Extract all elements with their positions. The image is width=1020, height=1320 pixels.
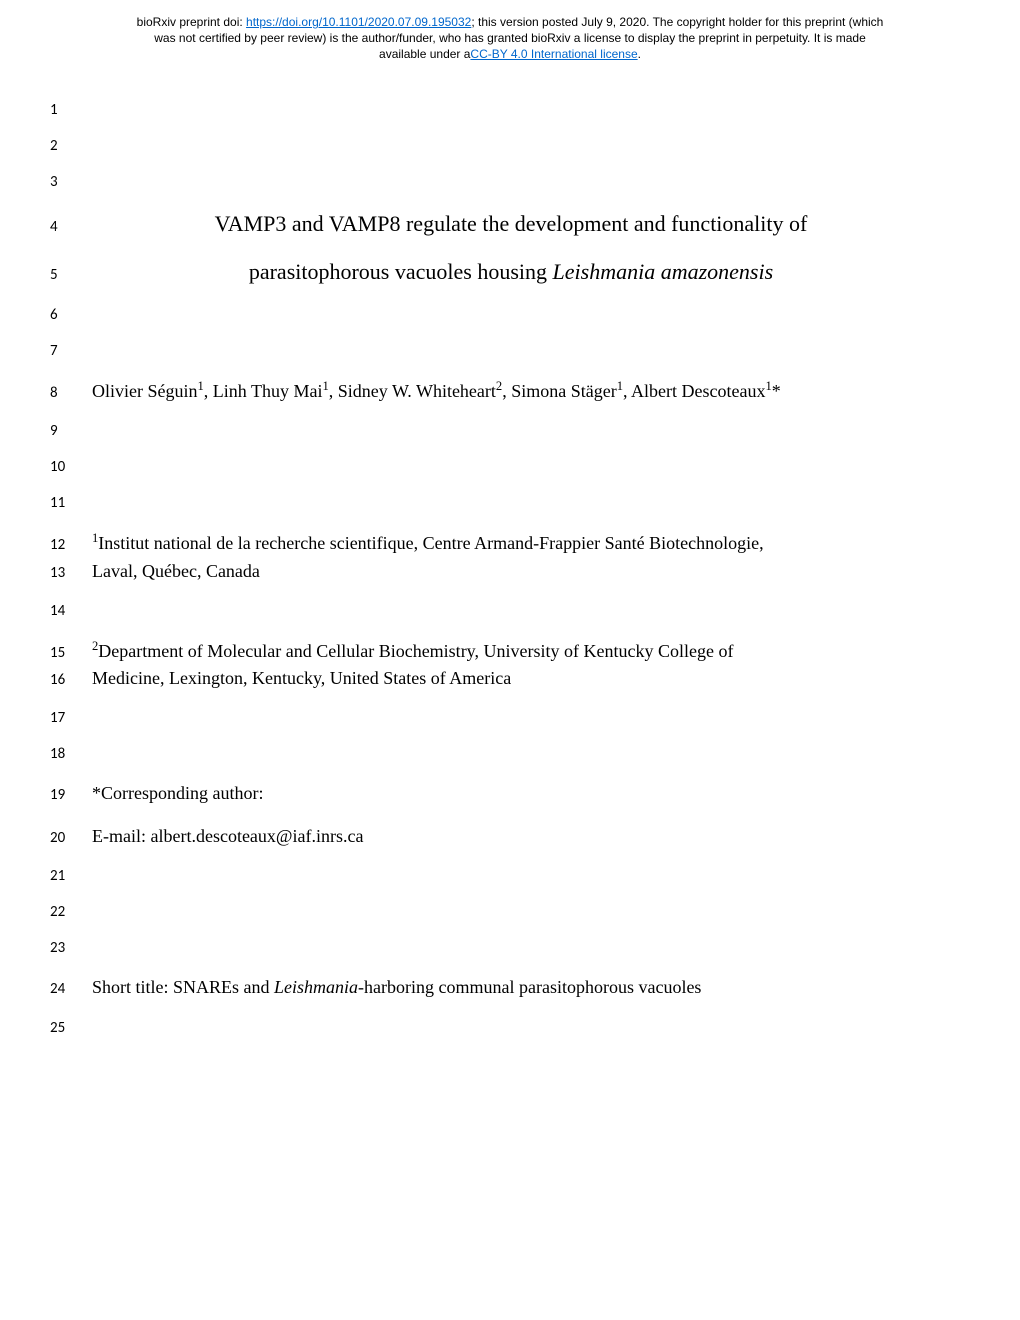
corresponding-author: *Corresponding author: (92, 781, 930, 806)
affil2-line1: 2Department of Molecular and Cellular Bi… (92, 638, 930, 664)
line-7: 7 (50, 342, 930, 360)
line-20-email: 20 E-mail: albert.descoteaux@iaf.inrs.ca (50, 824, 930, 849)
line-number: 17 (50, 709, 92, 727)
sep: , (623, 381, 631, 401)
author-4: Simona Stäger (511, 381, 617, 401)
line-3: 3 (50, 173, 930, 191)
line-25: 25 (50, 1019, 930, 1037)
authors-list: Olivier Séguin1, Linh Thuy Mai1, Sidney … (92, 378, 930, 404)
license-link[interactable]: CC-BY 4.0 International license (470, 47, 637, 61)
short-title-suffix: -harboring communal parasitophorous vacu… (358, 977, 701, 997)
line-22: 22 (50, 903, 930, 921)
short-title: Short title: SNAREs and Leishmania-harbo… (92, 975, 930, 1000)
line-11: 11 (50, 494, 930, 512)
line-number: 15 (50, 644, 92, 662)
line-number: 19 (50, 786, 92, 804)
line-5-title: 5 parasitophorous vacuoles housing Leish… (50, 257, 930, 288)
title-line-2-prefix: parasitophorous vacuoles housing (249, 259, 553, 284)
line-1: 1 (50, 101, 930, 119)
line-number: 20 (50, 829, 92, 847)
affil1-line2: Laval, Québec, Canada (92, 559, 930, 584)
title-line-2-italic: Leishmania amazonensis (553, 259, 774, 284)
author-3: Sidney W. Whiteheart (338, 381, 496, 401)
affil2-line2: Medicine, Lexington, Kentucky, United St… (92, 666, 930, 691)
line-4-title: 4 VAMP3 and VAMP8 regulate the developme… (50, 209, 930, 240)
header-suffix-1: ; this version posted July 9, 2020. The … (471, 15, 883, 29)
line-number: 2 (50, 137, 92, 155)
line-number: 1 (50, 101, 92, 119)
email: E-mail: albert.descoteaux@iaf.inrs.ca (92, 824, 930, 849)
affil1-line1: 1Institut national de la recherche scien… (92, 530, 930, 556)
line-15-affil2: 15 2Department of Molecular and Cellular… (50, 638, 930, 664)
manuscript-content: 1 2 3 4 VAMP3 and VAMP8 regulate the dev… (0, 71, 1020, 1037)
line-number: 6 (50, 306, 92, 324)
affil1-text1: Institut national de la recherche scient… (98, 533, 763, 553)
line-number: 4 (50, 218, 92, 236)
line-23: 23 (50, 939, 930, 957)
line-number: 23 (50, 939, 92, 957)
header-prefix: bioRxiv preprint doi: (137, 15, 246, 29)
line-number: 8 (50, 384, 92, 402)
short-title-italic: Leishmania (274, 977, 358, 997)
line-number: 9 (50, 422, 92, 440)
line-number: 22 (50, 903, 92, 921)
line-number: 3 (50, 173, 92, 191)
line-21: 21 (50, 867, 930, 885)
sep: , (204, 381, 213, 401)
line-9: 9 (50, 422, 930, 440)
author-5: Albert Descoteaux (631, 381, 765, 401)
line-number: 5 (50, 266, 92, 284)
line-number: 16 (50, 671, 92, 689)
header-line3-prefix: available under a (379, 47, 470, 61)
title-line-1: VAMP3 and VAMP8 regulate the development… (92, 209, 930, 240)
line-18: 18 (50, 745, 930, 763)
header-line-3: available under aCC-BY 4.0 International… (40, 46, 980, 62)
header-line-1: bioRxiv preprint doi: https://doi.org/10… (40, 14, 980, 30)
title-line-2: parasitophorous vacuoles housing Leishma… (92, 257, 930, 288)
doi-link[interactable]: https://doi.org/10.1101/2020.07.09.19503… (246, 15, 471, 29)
line-16-affil2: 16 Medicine, Lexington, Kentucky, United… (50, 666, 930, 691)
line-17: 17 (50, 709, 930, 727)
line-number: 18 (50, 745, 92, 763)
line-10: 10 (50, 458, 930, 476)
line-6: 6 (50, 306, 930, 324)
line-number: 10 (50, 458, 92, 476)
line-number: 24 (50, 980, 92, 998)
line-number: 21 (50, 867, 92, 885)
line-number: 13 (50, 564, 92, 582)
line-13-affil1: 13 Laval, Québec, Canada (50, 559, 930, 584)
short-title-prefix: Short title: SNAREs and (92, 977, 274, 997)
line-24-short-title: 24 Short title: SNAREs and Leishmania-ha… (50, 975, 930, 1000)
header-line3-suffix: . (638, 47, 641, 61)
header-line-2: was not certified by peer review) is the… (40, 30, 980, 46)
line-number: 12 (50, 536, 92, 554)
author-5-mark: * (772, 381, 781, 401)
preprint-header: bioRxiv preprint doi: https://doi.org/10… (0, 0, 1020, 71)
affil2-text1: Department of Molecular and Cellular Bio… (98, 641, 733, 661)
sep: , (502, 381, 511, 401)
line-number: 7 (50, 342, 92, 360)
line-8-authors: 8 Olivier Séguin1, Linh Thuy Mai1, Sidne… (50, 378, 930, 404)
line-number: 25 (50, 1019, 92, 1037)
author-1: Olivier Séguin (92, 381, 198, 401)
line-14: 14 (50, 602, 930, 620)
line-number: 14 (50, 602, 92, 620)
line-19-corresponding: 19 *Corresponding author: (50, 781, 930, 806)
author-2: Linh Thuy Mai (213, 381, 323, 401)
line-2: 2 (50, 137, 930, 155)
line-number: 11 (50, 494, 92, 512)
sep: , (329, 381, 338, 401)
line-12-affil1: 12 1Institut national de la recherche sc… (50, 530, 930, 556)
